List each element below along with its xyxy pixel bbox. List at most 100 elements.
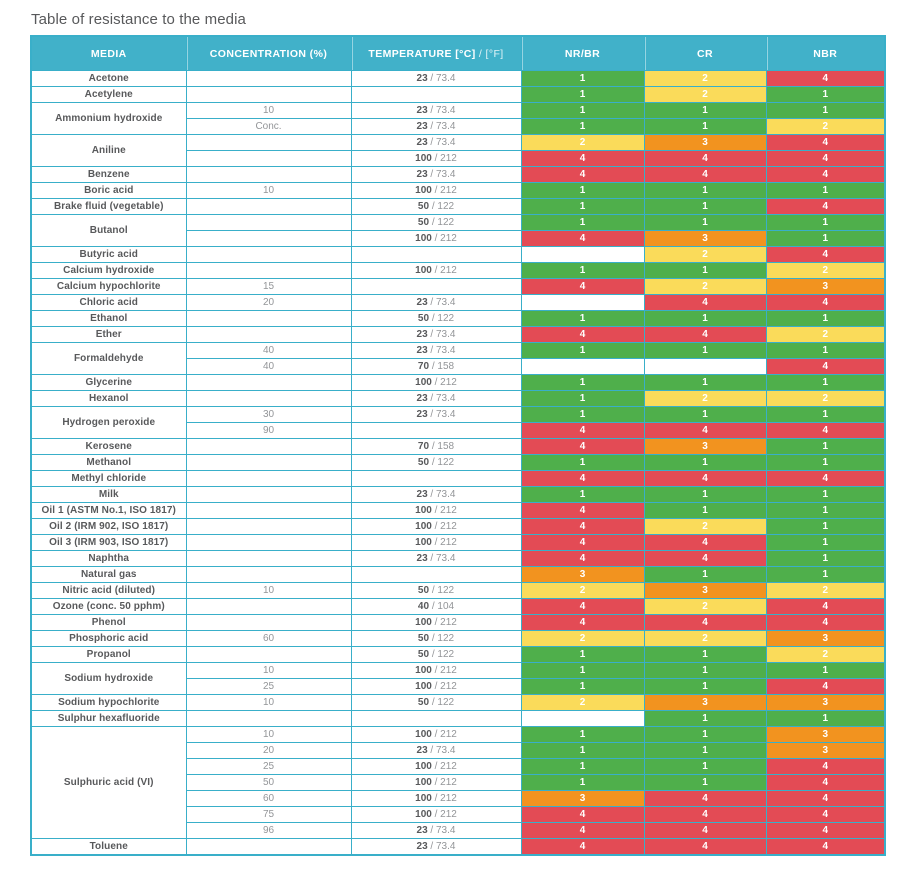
concentration-cell: 20 bbox=[185, 742, 352, 759]
rating-cell-nbr: 4 bbox=[765, 790, 886, 807]
rating-cell-nbr: 1 bbox=[765, 534, 886, 551]
rating-cell-nbr: 1 bbox=[765, 550, 886, 567]
concentration-cell: 90 bbox=[185, 422, 352, 439]
rating-cell-nr-br bbox=[520, 294, 645, 311]
rating-cell-nbr: 1 bbox=[765, 566, 886, 583]
rating-cell-nr-br: 4 bbox=[520, 518, 645, 535]
table-row: Aniline 23 / 73.4 2 3 4 bbox=[30, 134, 886, 167]
rating-cell-nbr: 2 bbox=[765, 326, 886, 343]
rating-cell-cr: 1 bbox=[643, 182, 767, 199]
rating-cell-nbr: 1 bbox=[765, 182, 886, 199]
media-cell: Sulphur hexafluoride bbox=[30, 710, 187, 727]
rating-cell-nr-br: 3 bbox=[520, 790, 645, 807]
media-cell: Formaldehyde bbox=[30, 342, 187, 375]
concentration-cell bbox=[185, 246, 352, 263]
rating-cell-cr: 1 bbox=[643, 710, 767, 727]
table-row: Chloric acid 20 23 / 73.4 4 4 bbox=[30, 294, 886, 311]
temperature-cell: 23 / 73.4 bbox=[350, 838, 522, 855]
rating-cell-cr: 1 bbox=[643, 310, 767, 327]
temperature-cell bbox=[350, 246, 522, 263]
rating-cell-nr-br: 1 bbox=[520, 86, 645, 103]
table-row: Boric acid 10 100 / 212 1 1 1 bbox=[30, 182, 886, 199]
table-row: Oil 3 (IRM 903, ISO 1817) 100 / 212 4 4 1 bbox=[30, 534, 886, 551]
table-row: 60 100 / 212 3 4 4 bbox=[31, 790, 886, 807]
media-cell: Boric acid bbox=[30, 182, 187, 199]
rating-cell-nbr: 1 bbox=[765, 342, 886, 359]
rating-cell-cr: 1 bbox=[643, 454, 767, 471]
rating-cell-nbr: 1 bbox=[765, 662, 886, 679]
media-cell: Nitric acid (diluted) bbox=[30, 582, 187, 599]
table-row: Butyric acid 2 4 bbox=[30, 246, 886, 263]
media-cell: Butanol bbox=[30, 214, 187, 247]
rating-cell-nbr: 1 bbox=[765, 710, 886, 727]
concentration-cell bbox=[185, 598, 352, 615]
temperature-cell: 100 / 212 bbox=[350, 150, 522, 167]
rating-cell-nr-br: 4 bbox=[520, 438, 645, 455]
rating-cell-cr: 1 bbox=[643, 406, 767, 423]
table-row: Natural gas 3 1 1 bbox=[30, 566, 886, 583]
temperature-cell: 23 / 73.4 bbox=[350, 294, 522, 311]
rating-cell-nbr: 1 bbox=[765, 438, 886, 455]
concentration-cell: 40 bbox=[185, 358, 352, 375]
media-cell: Oil 3 (IRM 903, ISO 1817) bbox=[30, 534, 187, 551]
table-row: 25 100 / 212 1 1 4 bbox=[31, 678, 886, 695]
media-cell: Hydrogen peroxide bbox=[30, 406, 187, 439]
media-cell: Sodium hypochlorite bbox=[30, 694, 187, 711]
media-cell: Kerosene bbox=[30, 438, 187, 455]
concentration-cell: 30 bbox=[185, 406, 352, 423]
temperature-cell: 50 / 122 bbox=[350, 214, 522, 231]
temperature-cell: 23 / 73.4 bbox=[350, 550, 522, 567]
temperature-cell: 100 / 212 bbox=[350, 518, 522, 535]
rating-cell-nbr: 1 bbox=[765, 374, 886, 391]
page-title: Table of resistance to the media bbox=[31, 11, 246, 28]
header-nbr: NBR bbox=[765, 35, 886, 71]
rating-cell-nr-br: 1 bbox=[520, 310, 645, 327]
rating-cell-cr: 3 bbox=[643, 230, 767, 247]
temperature-cell: 50 / 122 bbox=[350, 310, 522, 327]
media-cell: Sulphuric acid (VI) bbox=[30, 726, 187, 839]
temperature-cell: 100 / 212 bbox=[350, 678, 522, 695]
temperature-cell bbox=[350, 566, 522, 583]
media-cell: Ammonium hydroxide bbox=[30, 102, 187, 135]
rating-cell-cr: 1 bbox=[643, 102, 767, 119]
rating-cell-cr: 1 bbox=[643, 678, 767, 695]
concentration-cell bbox=[185, 310, 352, 327]
rating-cell-nbr: 4 bbox=[765, 294, 886, 311]
rating-cell-cr: 1 bbox=[643, 198, 767, 215]
concentration-cell: 75 bbox=[185, 806, 352, 823]
media-cell: Ether bbox=[30, 326, 187, 343]
rating-cell-nr-br: 4 bbox=[520, 422, 645, 439]
media-cell: Ethanol bbox=[30, 310, 187, 327]
rating-cell-nr-br: 2 bbox=[520, 694, 645, 711]
rating-cell-nbr: 4 bbox=[765, 166, 886, 183]
rating-cell-cr: 2 bbox=[643, 390, 767, 407]
rating-cell-cr: 4 bbox=[643, 806, 767, 823]
rating-cell-nbr: 1 bbox=[765, 86, 886, 103]
concentration-cell bbox=[185, 166, 352, 183]
rating-cell-cr: 4 bbox=[643, 422, 767, 439]
rating-cell-nbr: 1 bbox=[765, 214, 886, 231]
rating-cell-nbr: 1 bbox=[765, 230, 886, 247]
table-row: Glycerine 100 / 212 1 1 1 bbox=[30, 374, 886, 391]
media-cell: Phosphoric acid bbox=[30, 630, 187, 647]
temperature-cell: 100 / 212 bbox=[350, 726, 522, 743]
rating-cell-nbr: 4 bbox=[765, 822, 886, 839]
table-row: Hexanol 23 / 73.4 1 2 2 bbox=[30, 390, 886, 407]
concentration-cell: 25 bbox=[185, 678, 352, 695]
rating-cell-nbr: 4 bbox=[765, 598, 886, 615]
rating-cell-nbr: 4 bbox=[765, 134, 886, 151]
concentration-cell bbox=[185, 150, 352, 167]
media-cell: Ozone (conc. 50 pphm) bbox=[30, 598, 187, 615]
rating-cell-nr-br: 4 bbox=[520, 550, 645, 567]
concentration-cell bbox=[185, 230, 352, 247]
header-temperature: TEMPERATURE [°C] / [°F] bbox=[350, 35, 522, 71]
temperature-cell: 100 / 212 bbox=[350, 374, 522, 391]
temperature-cell: 23 / 73.4 bbox=[350, 70, 522, 87]
media-cell: Sodium hydroxide bbox=[30, 662, 187, 695]
table-row: Brake fluid (vegetable) 50 / 122 1 1 4 bbox=[30, 198, 886, 215]
rating-cell-nbr: 4 bbox=[765, 806, 886, 823]
temperature-cell: 23 / 73.4 bbox=[350, 742, 522, 759]
table-row: Kerosene 70 / 158 4 3 1 bbox=[30, 438, 886, 455]
concentration-cell: 10 bbox=[185, 662, 352, 679]
concentration-cell bbox=[185, 390, 352, 407]
